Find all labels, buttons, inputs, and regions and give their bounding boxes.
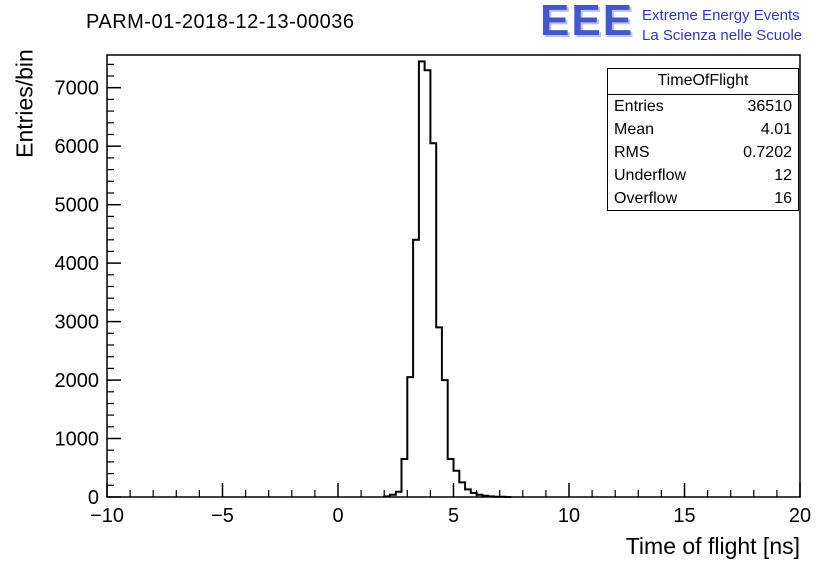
stats-row: Mean 4.01 — [608, 118, 798, 141]
svg-text:1000: 1000 — [55, 429, 100, 451]
svg-text:5: 5 — [448, 505, 459, 527]
svg-text:15: 15 — [673, 505, 695, 527]
x-axis-title: Time of flight [ns] — [625, 533, 800, 559]
svg-text:0: 0 — [88, 487, 99, 509]
stats-row: Underflow 12 — [608, 164, 798, 187]
svg-text:0: 0 — [332, 505, 343, 527]
stat-value: 0.7202 — [743, 143, 792, 161]
stat-label: RMS — [614, 143, 650, 161]
stat-value: 4.01 — [760, 120, 792, 138]
stats-row: Overflow 16 — [608, 187, 798, 210]
svg-text:6000: 6000 — [55, 136, 100, 158]
svg-text:2000: 2000 — [55, 370, 100, 392]
svg-text:10: 10 — [558, 505, 580, 527]
stats-row: RMS 0.7202 — [608, 141, 798, 164]
stat-label: Underflow — [614, 166, 687, 184]
svg-text:4000: 4000 — [55, 253, 100, 275]
y-axis-title: Entries/bin — [11, 49, 38, 158]
stat-value: 12 — [774, 166, 792, 184]
svg-text:3000: 3000 — [55, 312, 100, 334]
svg-text:−5: −5 — [211, 505, 234, 527]
plot-title: PARM-01-2018-12-13-00036 — [86, 11, 355, 33]
eee-logo: EEE Extreme Energy Events La Scienza nel… — [540, 0, 802, 45]
svg-text:20: 20 — [789, 505, 811, 527]
stat-label: Entries — [614, 97, 664, 115]
stats-row: Entries 36510 — [608, 95, 798, 118]
svg-text:−10: −10 — [90, 505, 124, 527]
stats-box: TimeOfFlight Entries 36510 Mean 4.01 RMS… — [607, 68, 799, 211]
svg-text:5000: 5000 — [55, 195, 100, 217]
svg-text:7000: 7000 — [55, 78, 100, 100]
eee-logo-subtitles: Extreme Energy Events La Scienza nelle S… — [642, 6, 802, 45]
stat-value: 36510 — [747, 97, 793, 115]
eee-logo-text: EEE — [540, 0, 635, 45]
stat-value: 16 — [774, 189, 792, 207]
stat-label: Mean — [614, 120, 655, 138]
stats-title: TimeOfFlight — [608, 69, 798, 95]
logo-subtitle-1: Extreme Energy Events — [642, 7, 800, 24]
logo-subtitle-2: La Scienza nelle Scuole — [642, 26, 803, 44]
stat-label: Overflow — [614, 189, 678, 207]
